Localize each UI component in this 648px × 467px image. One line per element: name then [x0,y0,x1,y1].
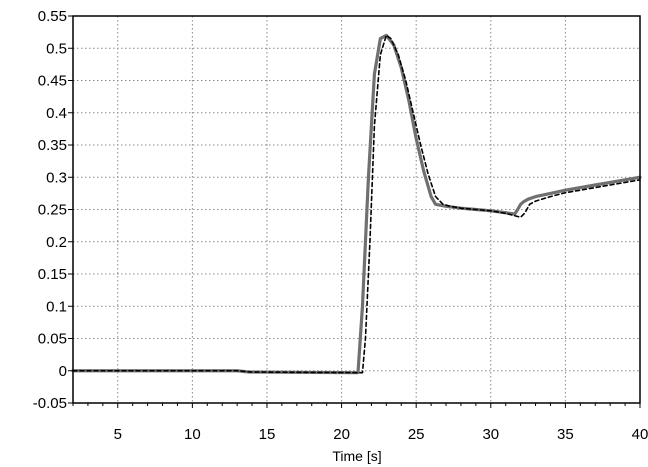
x-tick-label: 30 [482,426,499,443]
y-tick-label: 0.05 [38,331,67,348]
y-ticks: -0.05 0 0.05 0.1 0.15 0.2 0.25 0.3 0.35 0.4 0.45 0.… [33,8,73,412]
y-tick-label: 0.25 [38,202,67,219]
y-tick-label: 0.1 [46,298,67,315]
x-ticks: 5 10 15 20 25 30 35 40 [72,403,648,443]
y-tick-label: 0.55 [38,8,67,25]
x-axis-label: Time [s] [332,448,381,464]
y-tick-label: 0.3 [46,169,67,186]
x-tick-label: 5 [114,426,122,443]
x-tick-label: 15 [259,426,276,443]
x-tick-label: 35 [557,426,574,443]
y-tick-label: 0.5 [46,40,67,57]
series-line-solid [71,33,642,375]
y-tick-label: 0.15 [38,266,67,283]
y-tick-label: 0.45 [38,73,67,90]
y-tick-label: 0.4 [46,105,67,122]
y-tick-label: -0.05 [33,395,67,412]
series-layer [71,33,642,375]
x-tick-label: 25 [408,426,425,443]
y-tick-label: 0 [59,363,67,380]
x-tick-label: 40 [632,426,648,443]
series-line-dashed [72,34,641,374]
y-tick-label: 0.2 [46,234,67,251]
x-tick-label: 20 [333,426,350,443]
y-tick-label: 0.35 [38,137,67,154]
x-tick-label: 10 [184,426,201,443]
